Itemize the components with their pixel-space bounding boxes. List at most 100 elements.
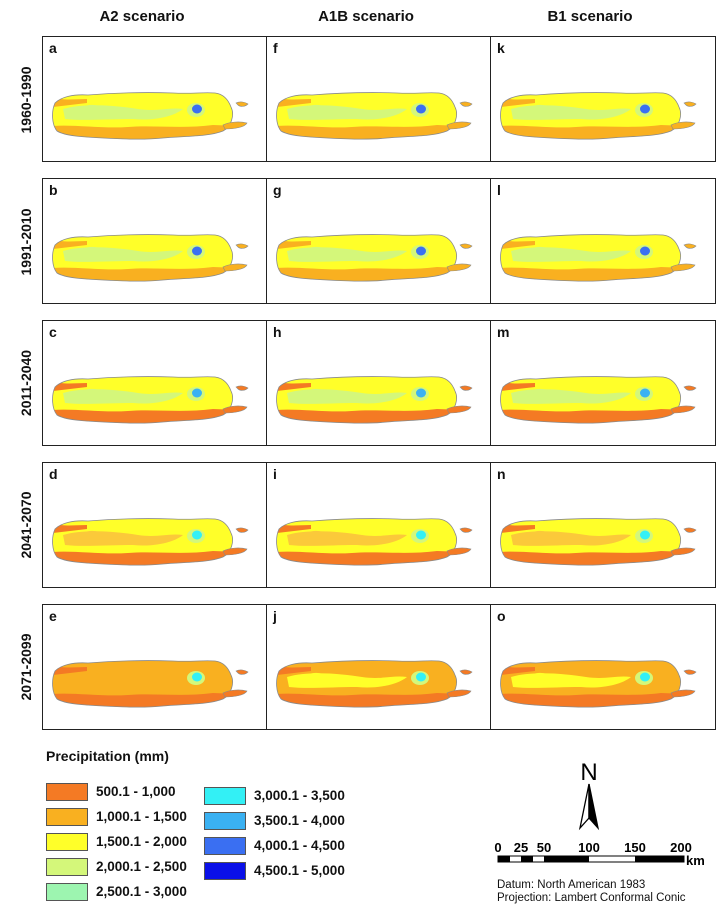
map-panel-m: m	[490, 320, 716, 446]
legend-swatch	[46, 883, 88, 901]
puerto-rico-main-island	[500, 518, 681, 566]
panel-letter: m	[497, 324, 510, 340]
projection-text: Projection: Lambert Conformal Conic	[497, 892, 686, 904]
legend-label: 4,500.1 - 5,000	[254, 863, 345, 878]
culebra-island	[459, 243, 473, 249]
legend-label: 3,000.1 - 3,500	[254, 788, 345, 803]
culebra-island	[459, 101, 473, 107]
legend-swatch	[46, 808, 88, 826]
vieques-island	[446, 405, 472, 414]
vieques-island	[446, 689, 472, 698]
legend-label: 4,000.1 - 4,500	[254, 838, 345, 853]
map-panel-l: l	[490, 178, 716, 304]
culebra-island	[235, 669, 249, 675]
panel-letter: k	[497, 40, 505, 56]
legend-label: 1,000.1 - 1,500	[96, 809, 187, 824]
map-panel-k: k	[490, 36, 716, 162]
precipitation-map	[52, 518, 249, 566]
legend-title: Precipitation (mm)	[46, 748, 169, 764]
scale-tick-150: 150	[624, 840, 646, 855]
culebra-island	[459, 669, 473, 675]
vieques-island	[446, 547, 472, 556]
puerto-rico-main-island	[500, 92, 681, 140]
culebra-island	[683, 669, 697, 675]
column-header-b1: B1 scenario	[547, 8, 633, 25]
culebra-island	[235, 385, 249, 391]
precipitation-map	[276, 518, 473, 566]
vieques-island	[670, 689, 696, 698]
legend-label: 2,500.1 - 3,000	[96, 884, 187, 899]
precipitation-map	[500, 234, 697, 282]
legend-swatch	[46, 858, 88, 876]
scale-tick-50: 50	[537, 840, 551, 855]
datum-text: Datum: North American 1983	[497, 879, 646, 891]
panel-letter: j	[273, 608, 277, 624]
map-panel-c: c	[42, 320, 268, 446]
map-furniture: N 0 25 50 100 150 200 km	[488, 759, 708, 880]
north-arrow-icon	[578, 783, 600, 831]
map-panel-o: o	[490, 604, 716, 730]
precipitation-map	[52, 376, 249, 424]
precipitation-map	[500, 376, 697, 424]
map-panel-a: a	[42, 36, 268, 162]
vieques-island	[222, 405, 248, 414]
precipitation-map	[276, 92, 473, 140]
puerto-rico-main-island	[52, 92, 233, 140]
vieques-island	[222, 121, 248, 130]
legend-swatch	[46, 833, 88, 851]
legend-label: 1,500.1 - 2,000	[96, 834, 187, 849]
map-panel-i: i	[266, 462, 492, 588]
map-panel-b: b	[42, 178, 268, 304]
precipitation-map	[52, 234, 249, 282]
puerto-rico-main-island	[276, 234, 457, 282]
legend-label: 3,500.1 - 4,000	[254, 813, 345, 828]
vieques-island	[670, 547, 696, 556]
precipitation-map	[276, 376, 473, 424]
panel-letter: f	[273, 40, 278, 56]
panel-letter: o	[497, 608, 506, 624]
scale-bar: 0 25 50 100 150 200 km	[494, 840, 704, 868]
vieques-island	[446, 263, 472, 272]
precipitation-map	[500, 660, 697, 708]
culebra-island	[683, 243, 697, 249]
puerto-rico-main-island	[52, 660, 233, 708]
legend-swatch	[204, 787, 246, 805]
puerto-rico-main-island	[52, 518, 233, 566]
vieques-island	[670, 405, 696, 414]
precipitation-map	[52, 660, 249, 708]
culebra-island	[683, 101, 697, 107]
panel-letter: e	[49, 608, 57, 624]
legend-label: 2,000.1 - 2,500	[96, 859, 187, 874]
puerto-rico-main-island	[500, 234, 681, 282]
scale-tick-200: 200	[670, 840, 692, 855]
legend-swatch	[46, 783, 88, 801]
map-panel-f: f	[266, 36, 492, 162]
map-panel-n: n	[490, 462, 716, 588]
puerto-rico-main-island	[276, 660, 457, 708]
precipitation-map	[276, 234, 473, 282]
culebra-island	[235, 527, 249, 533]
panel-letter: n	[497, 466, 506, 482]
puerto-rico-main-island	[500, 376, 681, 424]
scale-unit: km	[686, 853, 705, 868]
north-arrow-and-scale: N 0 25 50 100 150 200 km	[494, 759, 704, 868]
legend-label: 500.1 - 1,000	[96, 784, 176, 799]
panel-letter: l	[497, 182, 501, 198]
panel-letter: b	[49, 182, 58, 198]
scale-tick-25: 25	[514, 840, 528, 855]
vieques-island	[670, 121, 696, 130]
culebra-island	[683, 527, 697, 533]
puerto-rico-main-island	[276, 518, 457, 566]
precipitation-map	[500, 518, 697, 566]
panel-letter: i	[273, 466, 277, 482]
culebra-island	[459, 527, 473, 533]
culebra-island	[235, 243, 249, 249]
map-panel-e: e	[42, 604, 268, 730]
map-panel-g: g	[266, 178, 492, 304]
column-header-a1b: A1B scenario	[318, 8, 414, 25]
scale-tick-0: 0	[494, 840, 501, 855]
puerto-rico-main-island	[276, 92, 457, 140]
map-panel-h: h	[266, 320, 492, 446]
map-panel-d: d	[42, 462, 268, 588]
puerto-rico-main-island	[276, 376, 457, 424]
